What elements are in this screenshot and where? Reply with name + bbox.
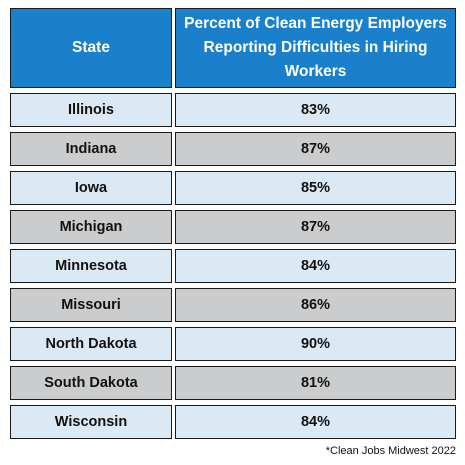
state-cell: Iowa bbox=[10, 171, 172, 205]
state-cell: Missouri bbox=[10, 288, 172, 322]
table-row: South Dakota 81% bbox=[10, 366, 456, 400]
state-cell: Wisconsin bbox=[10, 405, 172, 439]
table-row: Missouri 86% bbox=[10, 288, 456, 322]
table-body: Illinois 83% Indiana 87% Iowa 85% Michigan 87% M… bbox=[10, 93, 456, 439]
table-row: Wisconsin 84% bbox=[10, 405, 456, 439]
header-percent: Percent of Clean Energy Employers Report… bbox=[175, 8, 456, 88]
percent-cell: 84% bbox=[175, 405, 456, 439]
state-cell: Illinois bbox=[10, 93, 172, 127]
percent-cell: 86% bbox=[175, 288, 456, 322]
table-row: Iowa 85% bbox=[10, 171, 456, 205]
percent-cell: 87% bbox=[175, 132, 456, 166]
state-cell: Indiana bbox=[10, 132, 172, 166]
percent-cell: 83% bbox=[175, 93, 456, 127]
state-cell: North Dakota bbox=[10, 327, 172, 361]
percent-cell: 87% bbox=[175, 210, 456, 244]
data-table: State Percent of Clean Energy Employers … bbox=[10, 8, 456, 439]
state-cell: Michigan bbox=[10, 210, 172, 244]
percent-cell: 84% bbox=[175, 249, 456, 283]
header-state: State bbox=[10, 8, 172, 88]
table-row: Indiana 87% bbox=[10, 132, 456, 166]
table-row: Illinois 83% bbox=[10, 93, 456, 127]
percent-cell: 90% bbox=[175, 327, 456, 361]
table-row: North Dakota 90% bbox=[10, 327, 456, 361]
state-cell: Minnesota bbox=[10, 249, 172, 283]
table-row: Minnesota 84% bbox=[10, 249, 456, 283]
source-footnote: *Clean Jobs Midwest 2022 bbox=[325, 445, 456, 457]
state-cell: South Dakota bbox=[10, 366, 172, 400]
percent-cell: 81% bbox=[175, 366, 456, 400]
percent-cell: 85% bbox=[175, 171, 456, 205]
table-row: Michigan 87% bbox=[10, 210, 456, 244]
table-header-row: State Percent of Clean Energy Employers … bbox=[10, 8, 456, 88]
